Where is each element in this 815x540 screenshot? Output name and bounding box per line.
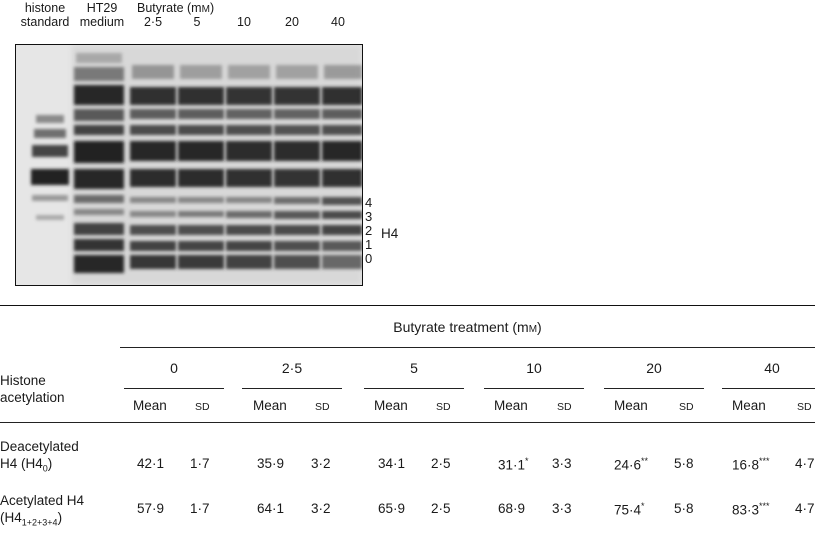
cell-mean: 68·9 [498, 501, 526, 516]
significance-marker: *** [759, 501, 770, 511]
conc-header-2-5: 2·5 [281, 360, 303, 376]
gel-bands-svg [31, 45, 362, 285]
cell-sd: 3·3 [552, 501, 572, 516]
cell-mean: 34·1 [378, 456, 406, 471]
significance-marker: *** [759, 456, 770, 466]
treatment-header: Butyrate treatment (mM) [393, 319, 542, 335]
band-number-1: 1 [365, 237, 373, 252]
cell-sd: 1·7 [190, 501, 210, 516]
lane-histone-standard [31, 115, 69, 220]
subheader-rule [0, 422, 815, 423]
lane-label-2-5: 2·5 [143, 15, 163, 29]
band-number-0: 0 [365, 251, 373, 266]
cell-mean: 64·1 [257, 501, 285, 516]
gel-smear [72, 45, 362, 285]
cell-mean: 42·1 [137, 456, 165, 471]
table-row: 42·1 1·7 35·9 3·2 34·1 2·5 31·1* 3·3 24·… [0, 456, 815, 476]
lane-label-histone-standard: histone standard [20, 1, 70, 29]
cell-sd: 5·8 [674, 501, 694, 516]
mean-header-40: Mean [732, 398, 766, 413]
lane-label-20: 20 [285, 15, 299, 29]
cell-sd: 2·5 [431, 501, 451, 516]
cell-sd: 3·2 [311, 501, 331, 516]
mean-header-10: Mean [494, 398, 528, 413]
cell-mean: 24·6** [614, 456, 649, 473]
sd-header-40: SD [797, 401, 812, 413]
cell-mean: 65·9 [378, 501, 406, 516]
cell-sd: 1·7 [190, 456, 210, 471]
conc-header-0: 0 [170, 360, 178, 376]
cell-mean: 16·8*** [732, 456, 770, 473]
significance-marker: ** [641, 456, 649, 466]
mean-header-0: Mean [133, 398, 167, 413]
significance-marker: * [641, 501, 645, 511]
cell-sd: 5·8 [674, 456, 694, 471]
mean-header-5: Mean [374, 398, 408, 413]
group-rule-5 [364, 388, 464, 389]
sd-header-2-5: SD [315, 401, 330, 413]
lane-label-40: 40 [331, 15, 345, 29]
group-rule-40 [722, 388, 815, 389]
row-label-deacetylated: Deacetylated H4 (H40) [0, 439, 79, 474]
significance-marker: * [525, 456, 529, 466]
cell-mean: 75·4* [614, 501, 645, 518]
group-rule-0 [124, 388, 224, 389]
cell-sd: 4·7 [795, 501, 815, 516]
treatment-header-rule [120, 347, 815, 348]
conc-header-10: 10 [526, 360, 542, 376]
conc-header-40: 40 [764, 360, 780, 376]
cell-sd: 2·5 [431, 456, 451, 471]
cell-mean: 31·1* [498, 456, 529, 473]
sd-header-0: SD [195, 401, 210, 413]
table-top-rule [0, 305, 815, 306]
band-label-h4: H4 [381, 226, 399, 241]
lane-label-ht29-medium: HT29 medium [79, 1, 125, 29]
cell-sd: 3·2 [311, 456, 331, 471]
lane-label-10: 10 [237, 15, 251, 29]
cell-sd: 4·7 [795, 456, 815, 471]
lane-label-5: 5 [193, 15, 201, 29]
band-number-3: 3 [365, 209, 373, 224]
cell-sd: 3·3 [552, 456, 572, 471]
cell-mean: 57·9 [137, 501, 165, 516]
sd-header-10: SD [557, 401, 572, 413]
group-rule-10 [484, 388, 584, 389]
mean-header-20: Mean [614, 398, 648, 413]
conc-header-20: 20 [646, 360, 662, 376]
gel-image [15, 44, 363, 286]
sd-header-20: SD [679, 401, 694, 413]
band-number-4: 4 [365, 195, 373, 210]
group-rule-2-5 [242, 388, 342, 389]
sd-header-5: SD [436, 401, 451, 413]
butyrate-header: Butyrate (mM) [137, 1, 215, 15]
row-label-acetylated: Acetylated H4 (H41+2+3+4) [0, 493, 85, 528]
group-rule-20 [604, 388, 704, 389]
row-header: Histone acetylation [0, 373, 65, 405]
table-row: 57·9 1·7 64·1 3·2 65·9 2·5 68·9 3·3 75·4… [0, 501, 815, 521]
conc-header-5: 5 [410, 360, 418, 376]
cell-mean: 35·9 [257, 456, 285, 471]
mean-header-2-5: Mean [253, 398, 287, 413]
cell-mean: 83·3*** [732, 501, 770, 518]
band-number-2: 2 [365, 223, 373, 238]
